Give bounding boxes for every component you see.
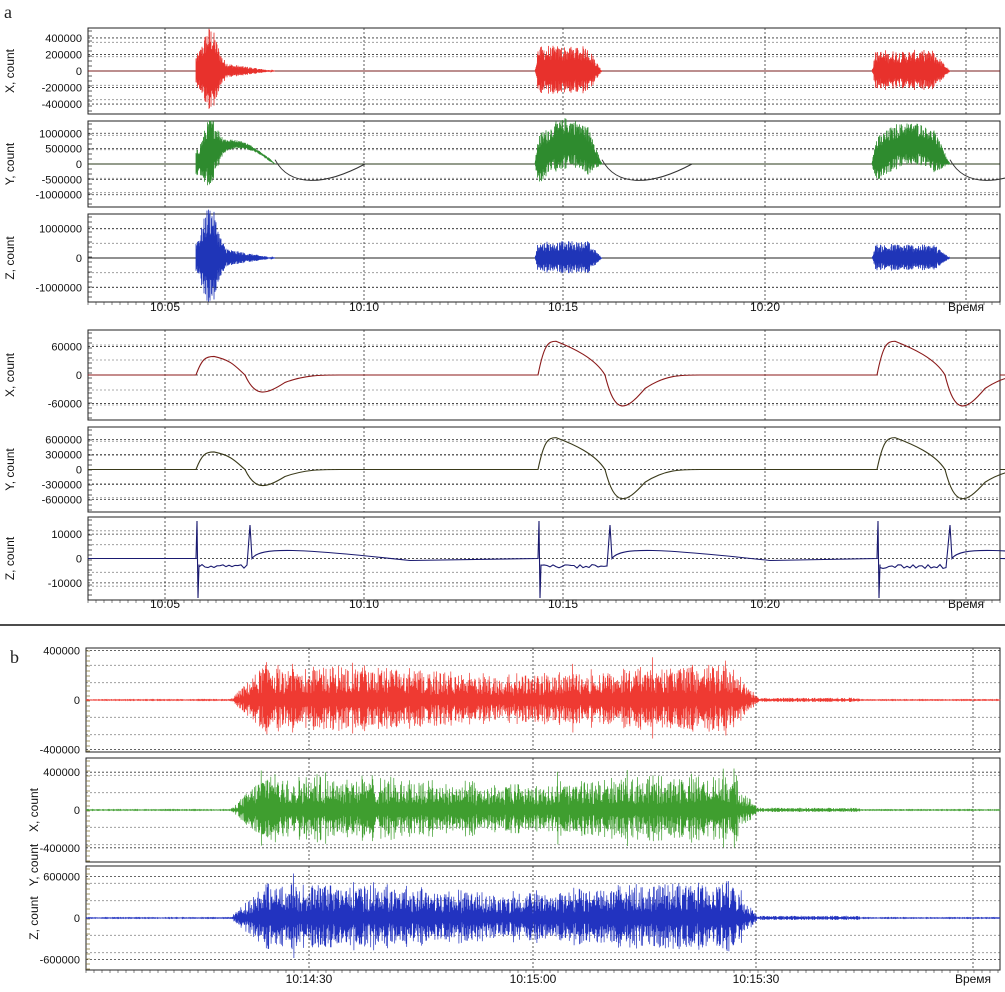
y-tick-label: -200000	[42, 83, 82, 95]
y-tick-label: -1000000	[36, 282, 83, 294]
panel-label-b: b	[10, 647, 19, 667]
trace-burst	[534, 118, 603, 182]
trace-burst	[534, 45, 603, 94]
x-tick-label: 10:14:30	[286, 972, 333, 986]
trace-signal	[85, 768, 1001, 848]
x-tick-label: Время	[948, 300, 984, 314]
x-tick-label: 10:15:30	[733, 972, 780, 986]
x-tick-label: 10:20	[750, 597, 780, 611]
x-tick-label: 10:05	[150, 300, 180, 314]
y-tick-label: 10000	[51, 529, 82, 541]
y-tick-label: -400000	[40, 745, 80, 757]
y-axis-label: Z, count	[27, 896, 41, 940]
y-tick-label: 0	[76, 465, 82, 477]
chart-b: 400000 0 -400000 400000 0 -400000 X, count 6000…	[27, 645, 1001, 986]
x-axis-a-bottom: 10:05 10:10 10:15 10:20 Время	[87, 597, 1001, 611]
y-axis-label: Y, count	[3, 448, 17, 491]
x-axis-a-top: 10:05 10:10 10:15 10:20 Время	[87, 300, 1001, 314]
trace-signal	[85, 657, 1001, 739]
y-tick-label: 600000	[43, 871, 80, 883]
y-tick-label: 0	[74, 805, 80, 817]
y-axis-label: Z, count	[3, 536, 17, 580]
trace-burst	[871, 49, 951, 91]
trace-tail	[949, 159, 1005, 181]
trace-burst	[195, 28, 275, 109]
y-tick-label: 0	[76, 159, 82, 171]
y-axis-label: X, count	[27, 787, 41, 832]
x-tick-label: Время	[948, 597, 984, 611]
y-tick-label: 60000	[51, 342, 82, 354]
trace-burst	[195, 209, 276, 302]
y-tick-label: -500000	[42, 174, 82, 186]
x-tick-label: Время	[955, 972, 991, 986]
chart-a-top: 400000 200000 0 -200000 -400000 X, count 10000…	[3, 27, 1005, 314]
y-tick-label: 0	[76, 253, 82, 265]
y-tick-label: 400000	[45, 33, 82, 45]
subplot-a-bottom-2: 10000 0 -10000 Z, count	[3, 516, 1005, 601]
x-tick-label: 10:15	[548, 597, 578, 611]
y-tick-label: 1000000	[39, 128, 82, 140]
subplot-b-2: 600000 0 -600000 Z, count	[27, 865, 1001, 971]
y-axis-label: Y, count	[3, 142, 17, 185]
y-axis-label: X, count	[3, 352, 17, 397]
y-tick-label: 0	[76, 370, 82, 382]
y-tick-label: -400000	[42, 99, 82, 111]
subplot-a-top-1: 1000000 500000 0 -500000 -1000000 Y, count	[3, 118, 1005, 208]
panel-label-a: a	[4, 2, 12, 22]
y-tick-label: 0	[76, 66, 82, 78]
trace-burst	[534, 240, 603, 274]
y-tick-label: -300000	[42, 480, 82, 492]
x-tick-label: 10:10	[349, 597, 379, 611]
trace-line	[88, 340, 1005, 407]
y-tick-label: 400000	[43, 645, 80, 657]
trace-burst	[195, 120, 276, 186]
x-tick-label: 10:20	[750, 300, 780, 314]
y-tick-label: 300000	[45, 450, 82, 462]
y-tick-label: -600000	[40, 955, 80, 967]
x-tick-label: 10:10	[349, 300, 379, 314]
trace-burst	[871, 243, 951, 271]
y-tick-label: -600000	[42, 495, 82, 507]
trace-line	[88, 437, 1005, 500]
x-axis-b: 10:14:30 10:15:00 10:15:30 Время	[85, 970, 999, 986]
y-tick-label: -1000000	[36, 190, 83, 202]
subplot-b-0: 400000 0 -400000	[40, 645, 1001, 757]
trace-tail	[274, 159, 366, 181]
subplot-a-top-2: 1000000 0 -1000000 Z, count	[3, 209, 1001, 303]
trace-signal	[85, 873, 1001, 959]
y-tick-label: 600000	[45, 435, 82, 447]
trace-line	[88, 520, 1005, 599]
trace-tail	[601, 159, 693, 181]
y-tick-label: -10000	[48, 578, 82, 590]
y-axis-label: Z, count	[3, 236, 17, 280]
subplot-a-bottom-1: 600000 300000 0 -300000 -600000 Y, count	[3, 426, 1005, 513]
subplot-a-bottom-0: 60000 0 -60000 X, count	[3, 329, 1005, 421]
y-tick-label: -60000	[48, 398, 82, 410]
y-axis-label: Y, count	[27, 843, 41, 886]
y-tick-label: 400000	[43, 767, 80, 779]
charts: 400000 200000 0 -200000 -400000 X, count 10000…	[3, 27, 1005, 986]
x-tick-label: 10:15	[548, 300, 578, 314]
y-tick-label: 0	[74, 913, 80, 925]
subplot-b-1: 400000 0 -400000 X, count	[27, 757, 1001, 863]
y-tick-label: 1000000	[39, 224, 82, 236]
x-tick-label: 10:05	[150, 597, 180, 611]
x-tick-label: 10:15:00	[510, 972, 557, 986]
y-axis-label: X, count	[3, 48, 17, 93]
y-tick-label: 200000	[45, 49, 82, 61]
y-tick-label: 0	[74, 695, 80, 707]
trace-burst	[871, 123, 951, 180]
subplot-a-top-0: 400000 200000 0 -200000 -400000 X, count	[3, 27, 1001, 115]
y-tick-label: -400000	[40, 843, 80, 855]
y-tick-label: 0	[76, 554, 82, 566]
y-tick-label: 500000	[45, 144, 82, 156]
